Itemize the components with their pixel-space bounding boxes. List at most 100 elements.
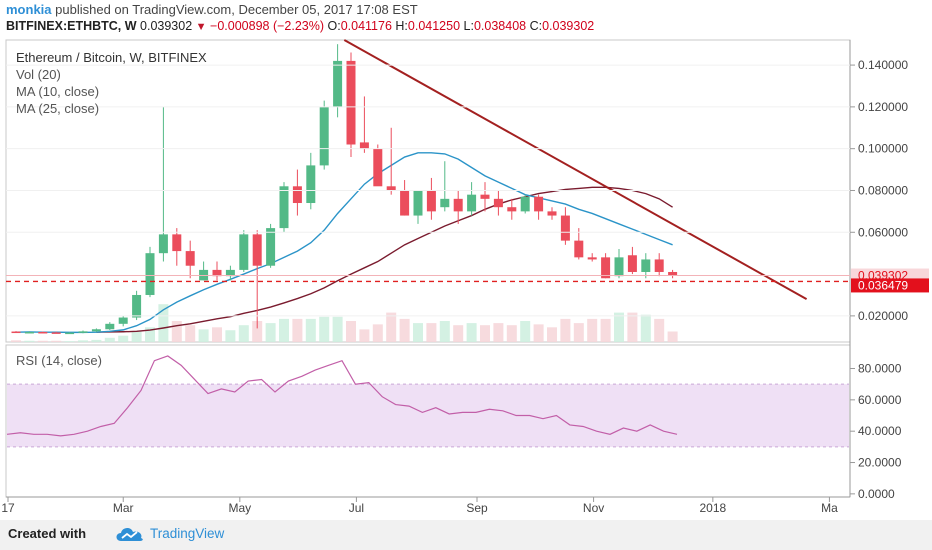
volume-bar (386, 312, 397, 342)
candle-body (118, 317, 128, 324)
candle-body (132, 294, 142, 318)
rsi-line (6, 355, 678, 437)
volume-bar (547, 327, 557, 342)
ma10-series (15, 152, 673, 334)
candle-body (520, 196, 530, 212)
time-tick-label: May (228, 501, 251, 515)
candle-body (266, 228, 276, 266)
price-change: −0.000898 (−2.23%) (210, 19, 325, 33)
candle-body (400, 190, 410, 216)
candle-body (91, 329, 101, 332)
price-tick-label: 0.140000 (858, 58, 908, 72)
candle-body (292, 186, 302, 204)
chart-canvas[interactable]: 0.140000 0.120000 0.100000 0.080000 0.060000… (0, 0, 932, 520)
created-with-label: Created with (8, 526, 87, 541)
volume-bar (131, 331, 142, 342)
candle-body (185, 251, 195, 266)
volume-bar (37, 340, 48, 342)
publish-line: monkia published on TradingView.com, Dec… (6, 2, 418, 17)
price-tick-label: 0.020000 (858, 309, 908, 323)
candle-body (413, 190, 423, 216)
candle-body (534, 196, 544, 212)
volume-bar (104, 337, 115, 342)
ma25-line (96, 186, 673, 333)
symbol-label: BITFINEX:ETHBTC, W (6, 19, 137, 33)
time-tick-label: 2018 (699, 501, 726, 515)
volume-bar (265, 323, 276, 342)
rsi-tick-label: 40.0000 (858, 424, 902, 438)
rsi-tick-label: 0.0000 (858, 487, 895, 501)
candle-body (614, 257, 624, 277)
close-value: 0.039302 (542, 19, 595, 33)
ma25-series (96, 186, 673, 333)
candle-body (346, 60, 356, 145)
volume-bar (654, 318, 665, 342)
open-label: O: (327, 19, 341, 33)
candle-body (386, 186, 396, 191)
volume-bar (533, 324, 544, 342)
volume-bar (614, 312, 624, 342)
high-value: 0.041250 (407, 19, 461, 33)
candle-body (654, 259, 664, 272)
volume-bar (506, 325, 517, 342)
volume-bar (560, 318, 571, 342)
price-axis: 0.140000 0.120000 0.100000 0.080000 0.060000… (6, 58, 929, 323)
footer-bar: Created with TradingView (0, 520, 932, 550)
volume-bar (640, 314, 651, 342)
volume-bar (319, 316, 330, 342)
open-value: 0.041176 (340, 19, 392, 33)
trendline[interactable] (343, 39, 808, 301)
volume-bars (11, 304, 678, 342)
candle-body (627, 255, 637, 272)
candle-body (574, 240, 584, 258)
support-line[interactable] (6, 275, 850, 283)
volume-bar (480, 325, 490, 342)
candle-body (78, 331, 88, 333)
candle-body (440, 198, 450, 208)
price-tick-label: 0.080000 (858, 183, 908, 197)
candle-body (38, 331, 48, 334)
candle-body (493, 198, 503, 208)
rsi-tick-label: 20.0000 (858, 456, 902, 470)
volume-bar (185, 325, 196, 342)
candlestick-series (11, 44, 678, 335)
author-name[interactable]: monkia (6, 2, 52, 17)
volume-bar (332, 316, 343, 342)
rsi-tick-label: 80.0000 (858, 362, 902, 376)
candle-body (158, 234, 168, 254)
tradingview-brand[interactable]: TradingView (150, 526, 225, 541)
legend-title: Ethereum / Bitcoin, W, BITFINEX (16, 50, 207, 65)
volume-bar (667, 331, 678, 342)
volume-bar (24, 340, 35, 342)
rsi-series (6, 355, 849, 448)
volume-bar (279, 318, 289, 342)
price-tick-label: 0.120000 (858, 100, 908, 114)
volume-bar (587, 318, 598, 342)
candle-body (279, 186, 289, 229)
time-tick-label: Mar (113, 501, 134, 515)
volume-bar (493, 323, 504, 342)
volume-bar (78, 340, 88, 342)
rsi-tick-label: 60.0000 (858, 393, 902, 407)
volume-bar (346, 321, 356, 342)
candle-body (480, 194, 490, 199)
time-tick-label: Sep (466, 501, 488, 515)
price-tick-label: 0.060000 (858, 225, 908, 239)
rsi-band (7, 384, 849, 447)
volume-bar (11, 340, 21, 342)
candle-body (319, 106, 329, 166)
volume-bar (305, 318, 316, 342)
candle-body (65, 332, 75, 335)
candle-body (453, 198, 463, 212)
high-label: H: (395, 19, 408, 33)
candle-body (373, 148, 383, 187)
tradingview-cloud-icon (116, 527, 143, 541)
volume-bar (466, 323, 477, 342)
volume-bar (212, 327, 222, 342)
candle-body (333, 60, 343, 107)
trendline-segment[interactable] (343, 39, 808, 301)
low-value: 0.038408 (473, 19, 527, 33)
rsi-axis: 80.0000 60.0000 40.0000 20.0000 0.0000 (850, 362, 902, 501)
legend-volume: Vol (20) (16, 67, 61, 82)
volume-bar (426, 323, 437, 342)
